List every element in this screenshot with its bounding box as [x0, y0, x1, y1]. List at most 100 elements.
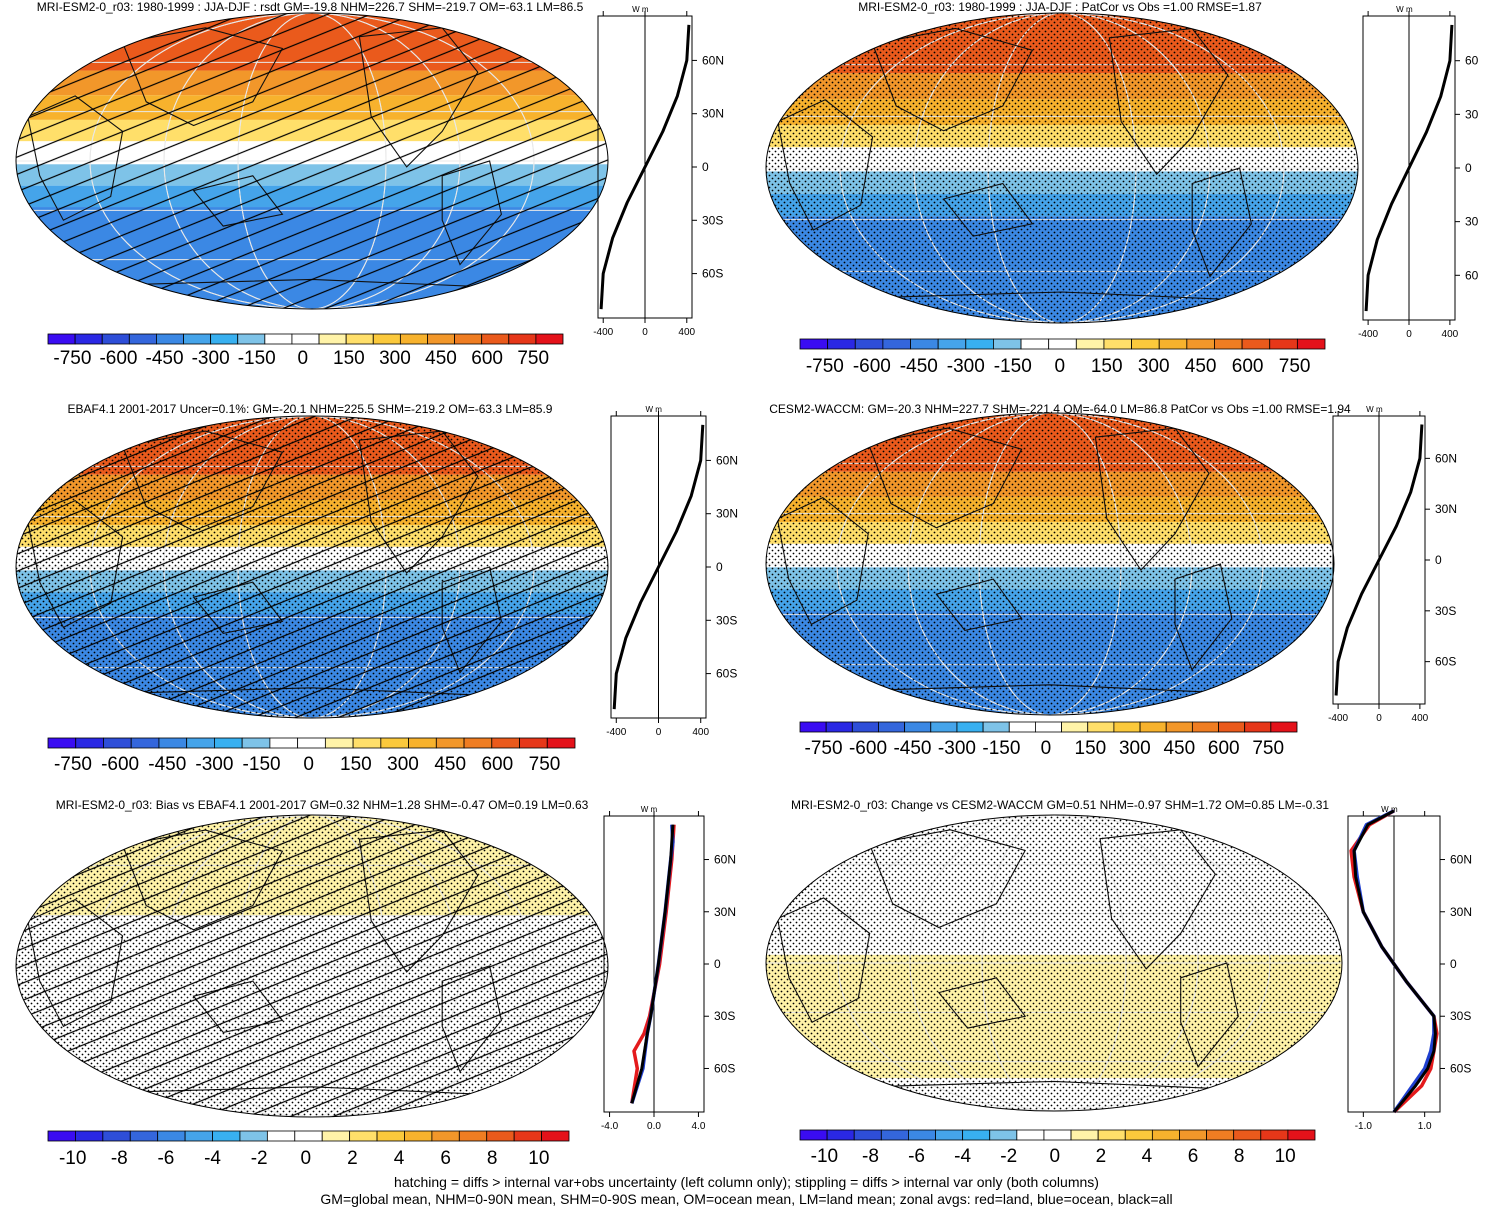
zonal-ytick-label: 0 [714, 957, 721, 971]
colorbar-label: -8 [111, 1148, 128, 1169]
colorbar-label: 600 [1232, 356, 1264, 377]
colorbar-label: 300 [379, 348, 411, 369]
colorbar-label: 6 [1188, 1146, 1199, 1167]
panel-title: MRI-ESM2-0_r03: Bias vs EBAF4.1 2001-201… [56, 798, 589, 812]
colorbar-label: 450 [1163, 738, 1195, 759]
colorbar-swatch [878, 721, 906, 733]
colorbar-label: 150 [1075, 738, 1107, 759]
zonal-xtick-label: 0 [1406, 329, 1412, 340]
zonal-line-black [1352, 809, 1437, 1113]
colorbar-label: 10 [1275, 1146, 1296, 1167]
zonal-ytick-label: 60N [1450, 853, 1472, 867]
colorbar-swatch [491, 737, 520, 749]
zonal-xtick-label: 4.0 [691, 1121, 705, 1132]
colorbar-swatch [904, 721, 932, 733]
colorbar-swatch [321, 1130, 351, 1142]
colorbar-label: -600 [849, 738, 887, 759]
colorbar-swatch [1097, 1129, 1126, 1141]
colorbar-label: -600 [853, 356, 891, 377]
zonal-xtick-label: -4.0 [601, 1121, 619, 1132]
colorbar-swatch [463, 737, 493, 749]
panel-title: MRI-ESM2-0_r03: Change vs CESM2-WACCM GM… [791, 798, 1329, 812]
colorbar-swatch [75, 1130, 104, 1142]
zonal-ytick-label: 30N [1450, 905, 1472, 919]
colorbar-swatch [241, 737, 271, 749]
colorbar-swatch [1287, 1129, 1316, 1141]
zonal-xtick-label: 0 [642, 327, 648, 338]
colorbar-swatch [1165, 721, 1193, 733]
zonal-ytick-label: 30S [1435, 604, 1456, 618]
colorbar-label: -10 [59, 1148, 86, 1169]
colorbar-swatch [910, 338, 939, 350]
colorbar-swatch [965, 338, 994, 350]
stippling [766, 13, 1358, 323]
zonal-ytick-label: 60 [1465, 268, 1479, 282]
map [766, 815, 1342, 1111]
zonal-units: W m [641, 805, 658, 814]
map-border [765, 814, 1343, 1112]
colorbar-swatch [237, 333, 266, 345]
colorbar-swatch [826, 1129, 855, 1141]
zonal-plot: W m -1.0 1.0 60N 30N 0 30S 60S [1347, 805, 1472, 1132]
colorbar-swatch [214, 737, 243, 749]
colorbar-label: -450 [146, 348, 184, 369]
zonal-line-black [599, 24, 691, 310]
colorbar-swatch [74, 333, 103, 345]
colorbar-swatch [546, 737, 576, 749]
panel-2: MRI-ESM2-0_r03: 1980-1999 : JJA-DJF : Pa… [765, 0, 1479, 377]
zonal-xtick-label: 0.0 [647, 1121, 661, 1132]
colorbar-label: 750 [1279, 356, 1311, 377]
panel-6: MRI-ESM2-0_r03: Change vs CESM2-WACCM GM… [765, 798, 1472, 1167]
colorbar-swatch [1260, 1129, 1289, 1141]
colorbar-swatch [535, 333, 564, 345]
zonal-xtick-label: -400 [606, 727, 626, 738]
zonal-ytick-label: 30 [1465, 215, 1479, 229]
zonal-plot: W m -400 0 400 60N 30N 0 30S 60S [606, 405, 738, 738]
colorbar-swatch [47, 737, 77, 749]
hatching [16, 815, 608, 1117]
colorbar-label: 750 [1252, 738, 1284, 759]
colorbar-swatch [399, 333, 428, 345]
zonal-ytick-label: 0 [1435, 553, 1442, 567]
colorbar: -750 -600 -450 -300 -150 0 150 300 450 600 750 [47, 737, 576, 775]
zonal-plot: W m -400 0 400 60N 30N 0 30S 60S [1328, 405, 1457, 724]
colorbar-swatch [930, 721, 958, 733]
colorbar-label: -6 [908, 1146, 925, 1167]
colorbar-swatch [184, 1130, 213, 1142]
colorbar-swatch [157, 1130, 186, 1142]
colorbar-swatch [1016, 1129, 1045, 1141]
colorbar-label: -2 [251, 1148, 268, 1169]
colorbar-label: -450 [900, 356, 938, 377]
zonal-xtick-label: 400 [1442, 329, 1459, 340]
colorbar-label: -750 [806, 356, 844, 377]
colorbar-swatch [297, 737, 326, 749]
colorbar-label: -450 [148, 754, 186, 775]
colorbar-swatch [427, 333, 455, 345]
zonal-ytick-label: 0 [1465, 161, 1472, 175]
colorbar: -750 -600 -450 -300 -150 0 150 300 450 600 750 [799, 338, 1326, 377]
colorbar-label: 0 [303, 754, 314, 775]
colorbar-label: 750 [517, 348, 549, 369]
map-border [765, 12, 1359, 324]
colorbar-label: 6 [440, 1148, 451, 1169]
map-border [765, 412, 1335, 716]
colorbar-swatch [1233, 1129, 1262, 1141]
zonal-plot: W m -400 0 400 60N 30N 0 30S 60S [593, 5, 724, 338]
colorbar-swatch [47, 1130, 76, 1142]
colorbar-swatch [799, 1129, 828, 1141]
colorbar-swatch [266, 1130, 296, 1142]
map-border [15, 415, 609, 719]
colorbar-swatch [541, 1130, 570, 1142]
colorbar-label: 10 [528, 1148, 549, 1169]
colorbar-label: -300 [938, 738, 976, 759]
colorbar-swatch [1035, 721, 1062, 733]
zonal-xtick-label: -400 [593, 327, 613, 338]
colorbar-swatch [186, 737, 215, 749]
zonal-ytick-label: 60S [1450, 1061, 1471, 1075]
zonal-ytick-label: 30S [1450, 1009, 1471, 1023]
colorbar-label: -450 [893, 738, 931, 759]
colorbar-label: 750 [529, 754, 561, 775]
colorbar-swatch [102, 1130, 131, 1142]
colorbar-label: -4 [954, 1146, 971, 1167]
zonal-line-black [1334, 424, 1424, 696]
